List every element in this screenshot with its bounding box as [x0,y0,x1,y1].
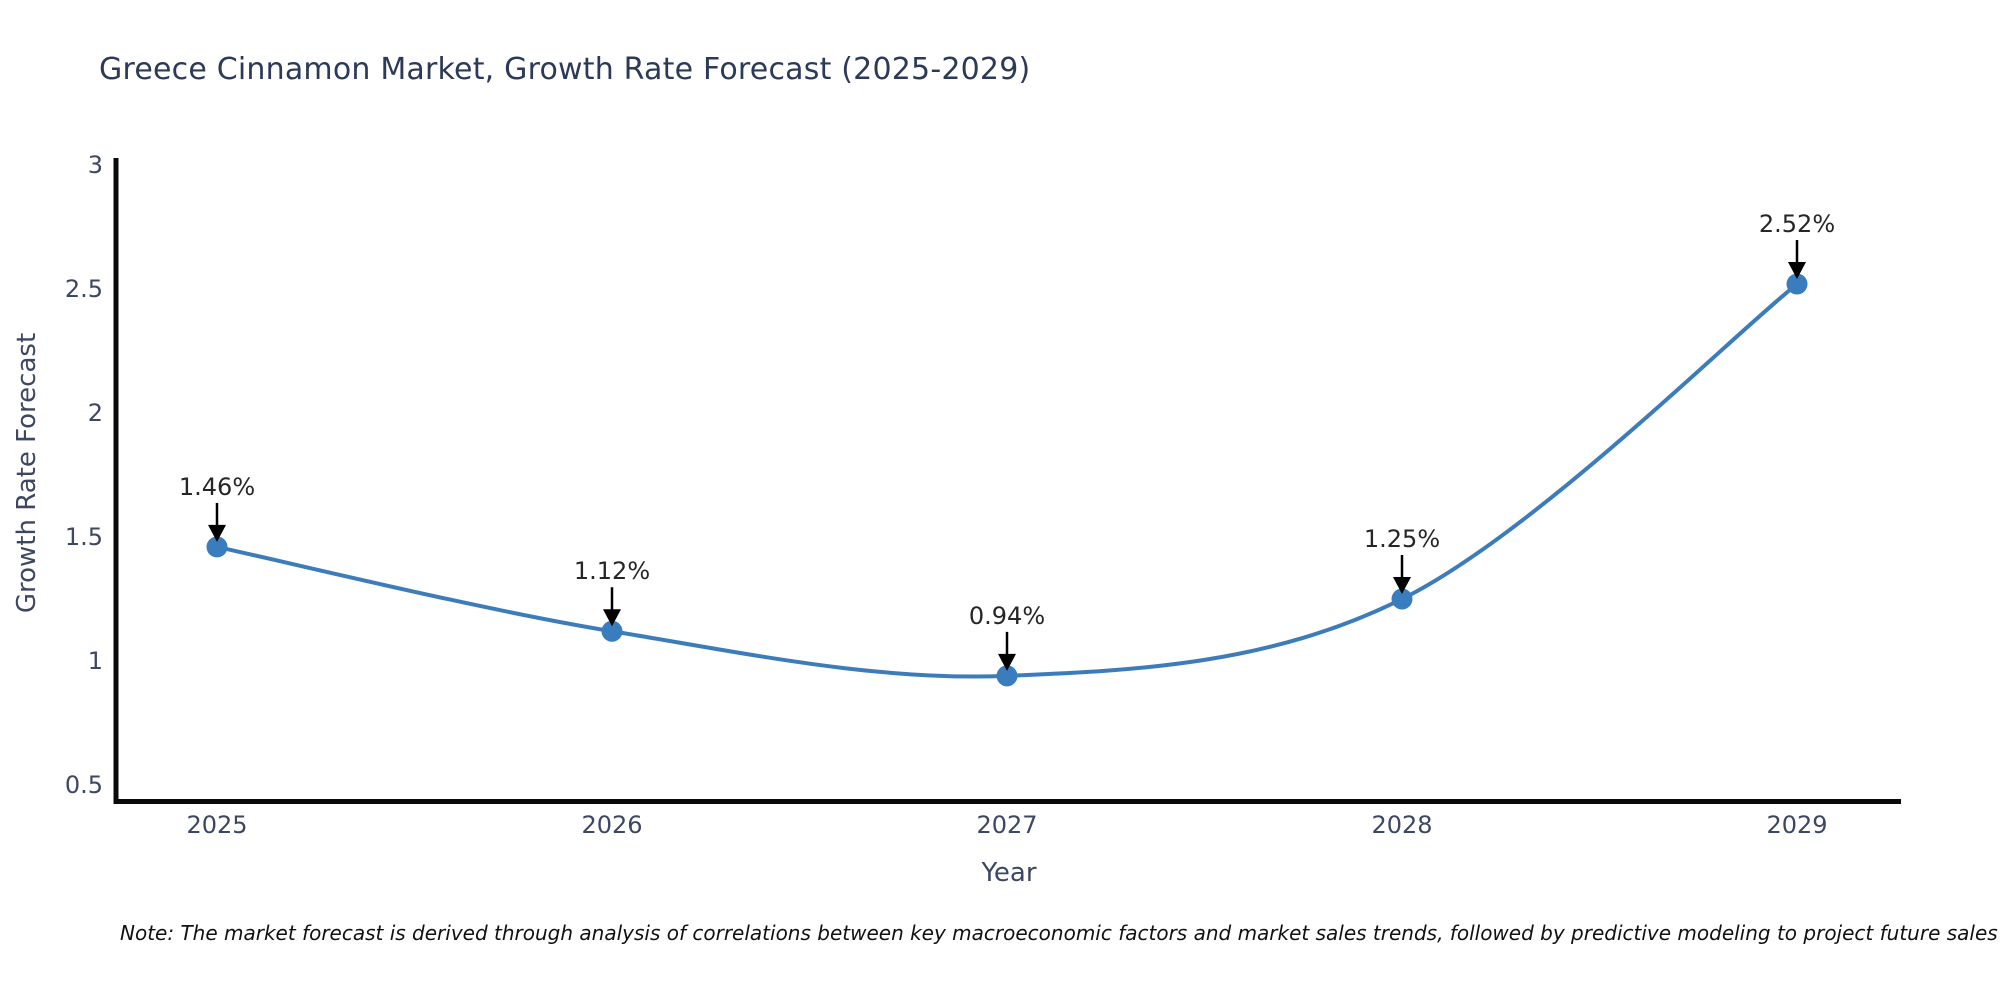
data-point-marker [1786,273,1808,295]
y-tick-label: 1 [88,647,103,675]
x-tick-label: 2029 [1766,811,1827,839]
x-axis-title: Year [981,858,1037,888]
x-tick-label: 2027 [976,811,1037,839]
annotation-label: 0.94% [969,602,1045,630]
annotation-arrow-head [998,653,1016,671]
y-tick-label: 1.5 [65,523,103,551]
annotation-arrow-head [1788,262,1806,280]
chart-title: Greece Cinnamon Market, Growth Rate Fore… [99,52,1031,87]
y-tick-label: 3 [88,151,103,179]
data-point-marker [601,620,623,642]
data-point-marker [206,536,228,558]
x-tick-label: 2025 [186,811,247,839]
annotation-arrow-head [208,524,226,542]
x-tick-label: 2028 [1371,811,1432,839]
y-tick-label: 2 [88,399,103,427]
annotation-arrow-head [1393,577,1411,594]
data-point-marker [1391,588,1413,610]
y-tick-label: 0.5 [65,771,103,799]
annotation-arrow-head [603,609,621,627]
y-tick-label: 2.5 [65,275,103,303]
annotation-label: 2.52% [1759,210,1835,238]
footnote-text: Note: The market forecast is derived thr… [120,921,1998,945]
annotation-label: 1.12% [574,557,650,585]
data-point-marker [996,665,1018,687]
annotation-label: 1.46% [179,473,255,501]
annotation-label: 1.25% [1364,525,1440,553]
x-tick-label: 2026 [581,811,642,839]
